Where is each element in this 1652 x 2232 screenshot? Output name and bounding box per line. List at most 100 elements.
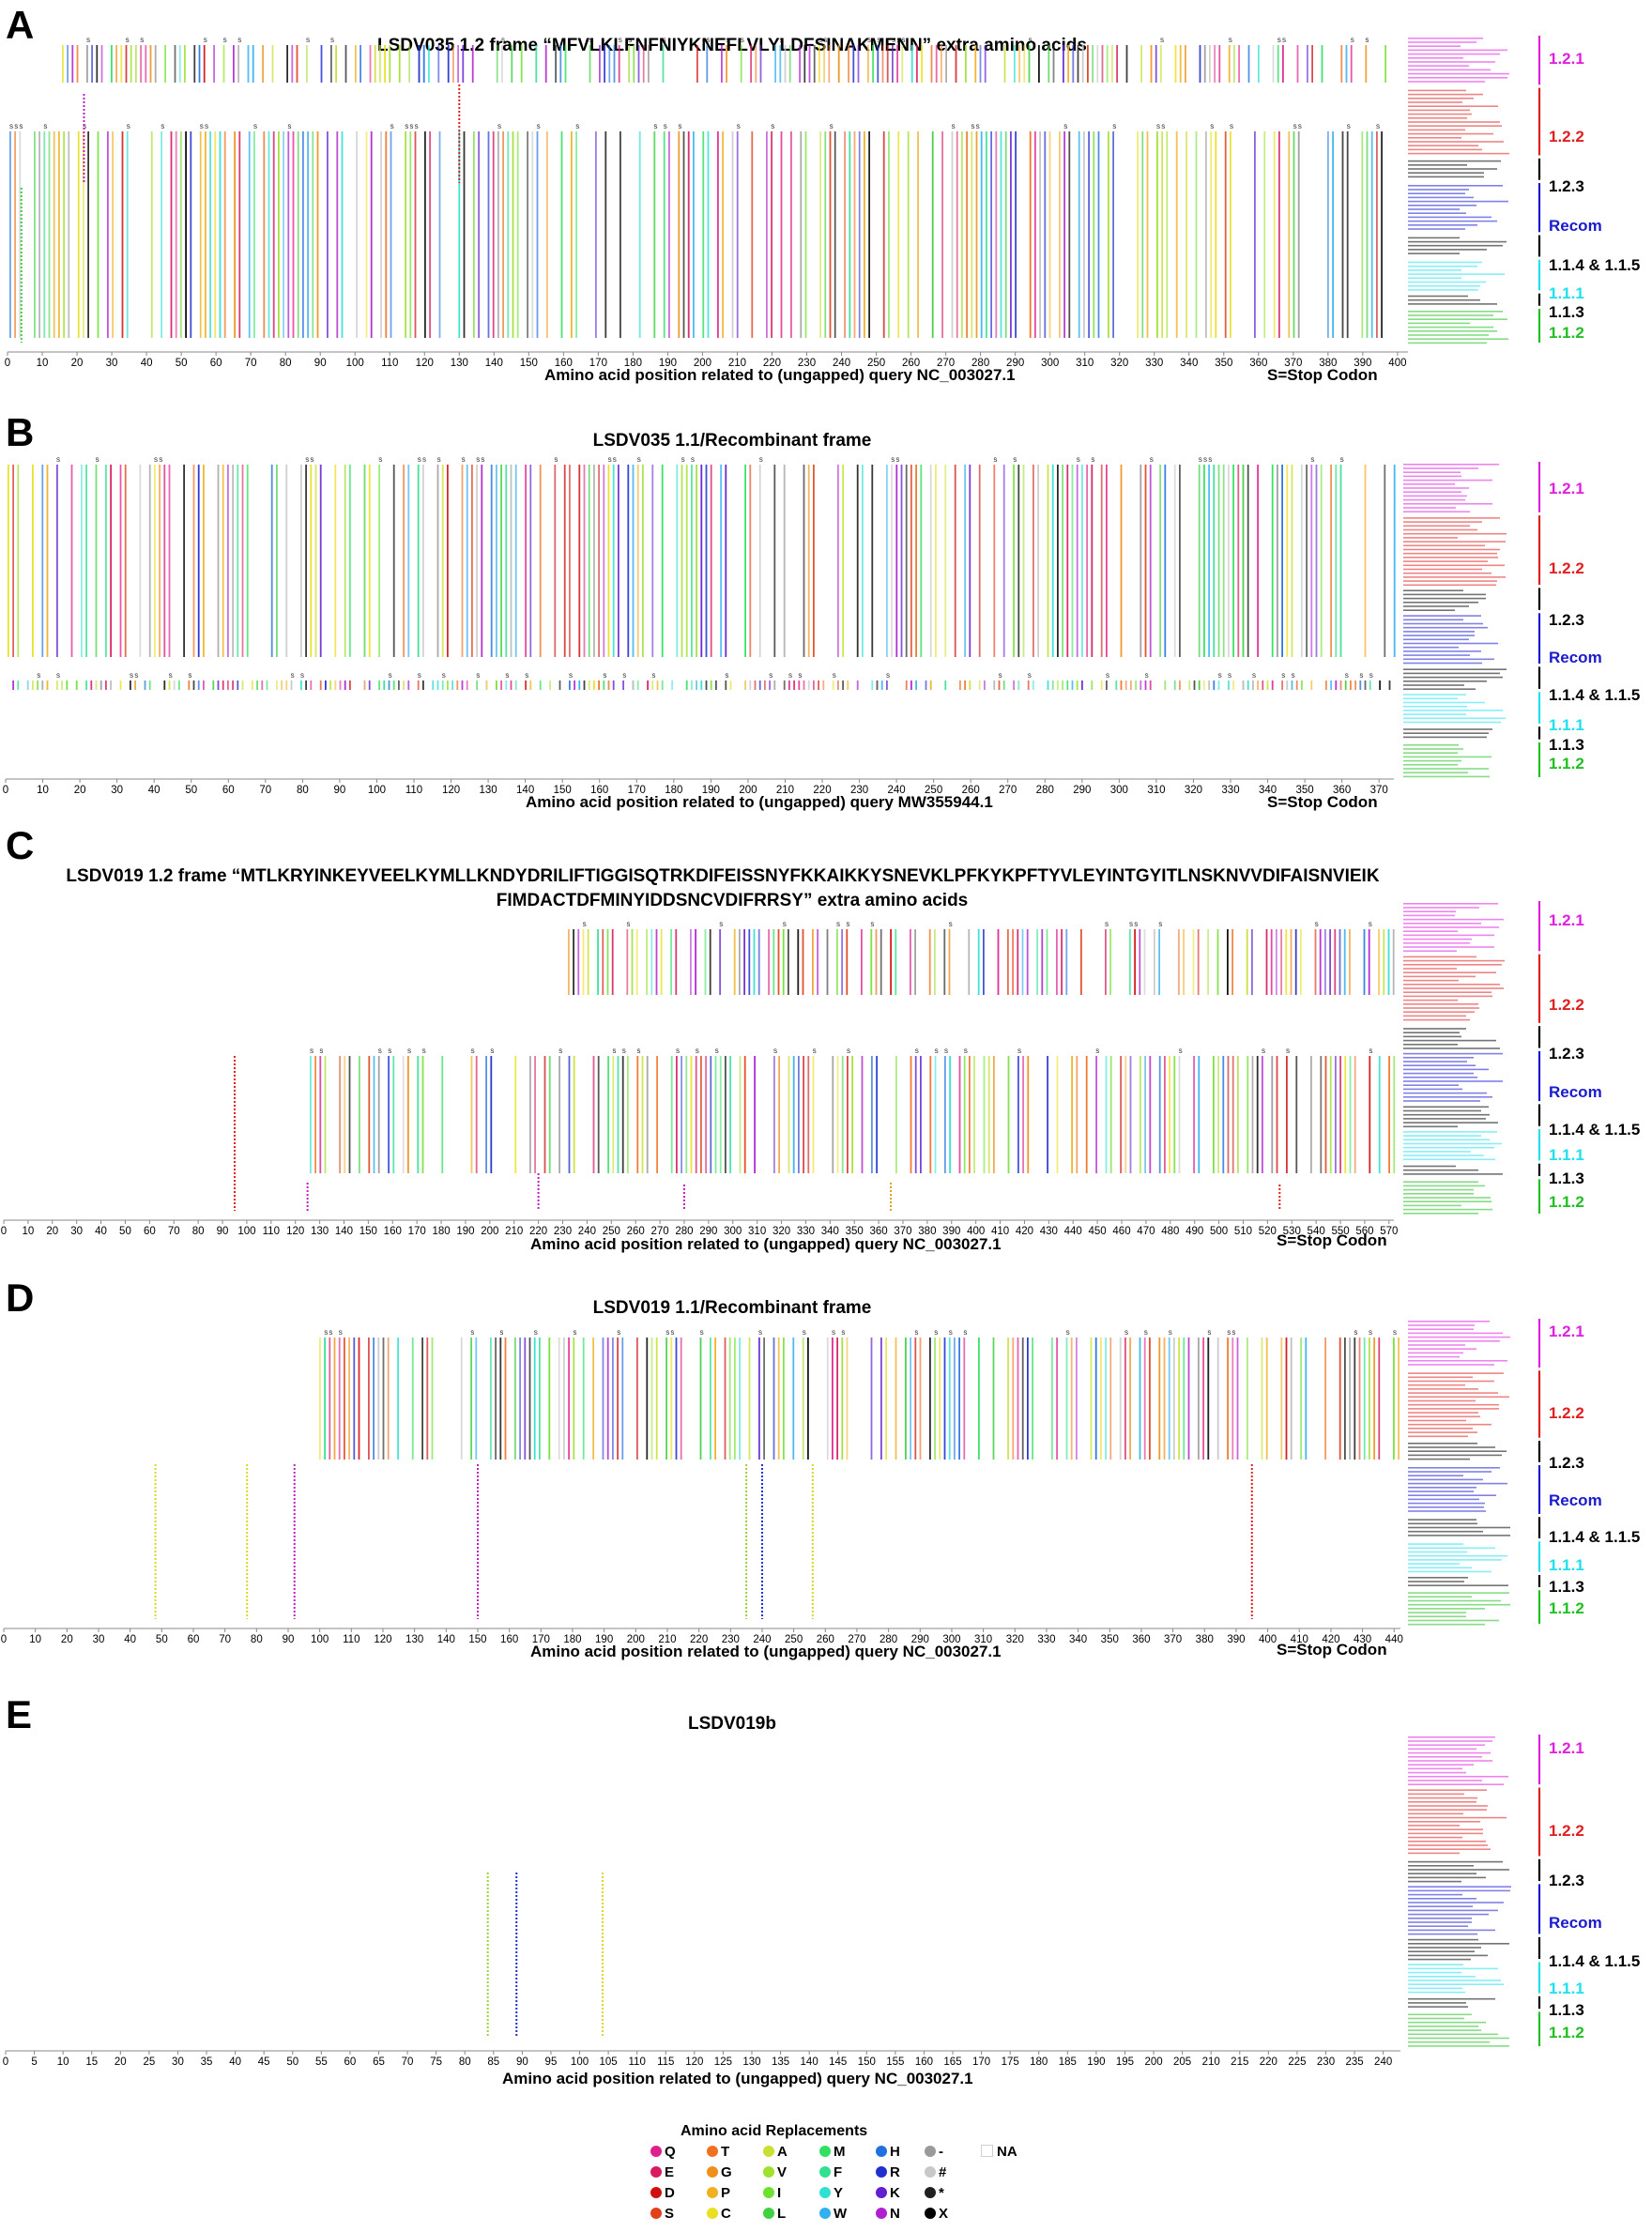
residue-column <box>1230 131 1231 338</box>
legend-symbol: M <box>834 2144 846 2160</box>
residue-column <box>1014 45 1016 83</box>
residue-column <box>1361 131 1364 338</box>
residue-column <box>1032 465 1034 657</box>
residue-column <box>748 1338 751 1460</box>
residue-column <box>1329 929 1331 995</box>
sequence-label-line <box>1408 1494 1496 1496</box>
residue-column <box>651 680 654 690</box>
x-tick-label: 140 <box>485 358 503 369</box>
residue-column <box>1305 1338 1308 1460</box>
residue-column <box>1028 45 1031 83</box>
sequence-label-line <box>1408 2026 1478 2027</box>
residue-column <box>783 1338 785 1460</box>
sequence-label-line <box>1408 1954 1488 1957</box>
residue-column <box>635 929 638 995</box>
residue-column <box>700 465 703 657</box>
residue-column <box>1116 45 1118 83</box>
residue-column <box>1156 131 1158 338</box>
residue-column <box>1100 680 1103 690</box>
residue-column <box>777 1338 780 1460</box>
sequence-label-line <box>1403 744 1459 746</box>
x-tick-label: 300 <box>1041 358 1059 369</box>
residue-column <box>203 680 205 690</box>
stop-marker: S <box>409 125 413 130</box>
x-tick-label: 270 <box>650 1226 668 1237</box>
sequence-label-line <box>1403 1061 1467 1062</box>
residue-column <box>764 680 766 690</box>
sequence-label-line <box>1408 1736 1495 1738</box>
stop-marker: S <box>1230 125 1233 130</box>
x-tick-label: 70 <box>219 1634 231 1645</box>
sequence-label-line <box>1408 1760 1492 1762</box>
residue-column <box>1081 680 1083 690</box>
residue-column <box>1100 1338 1102 1460</box>
residue-column <box>618 465 620 657</box>
sequence-label-line <box>1408 1608 1485 1610</box>
sequence-label-line <box>1403 572 1491 574</box>
residue-column <box>555 45 557 83</box>
residue-column <box>598 680 600 690</box>
residue-column <box>646 929 648 995</box>
panel-a: A LSDV035 1.2 frame “MFVLKLFNFNIYKNEFLVL… <box>0 0 1652 394</box>
residue-column <box>958 1338 960 1460</box>
residue-column <box>729 1056 731 1173</box>
sequence-label-line <box>1408 1909 1498 1912</box>
residue-column <box>1310 680 1313 690</box>
sequence-label-line <box>1403 950 1457 952</box>
residue-column <box>784 45 787 83</box>
residue-column <box>1310 1056 1312 1173</box>
sequence-label-line <box>1408 1321 1490 1322</box>
residue-column <box>475 1338 478 1460</box>
residue-column <box>638 131 641 338</box>
sequence-label-line <box>1403 1015 1466 1017</box>
residue-column <box>1209 45 1211 83</box>
sequence-label-line <box>1408 1599 1501 1602</box>
residue-column <box>774 45 776 83</box>
residue-column <box>1065 929 1068 995</box>
residue-column <box>574 680 575 690</box>
sequence-label-line <box>1403 1151 1471 1153</box>
sequence-label-line <box>1408 1478 1483 1481</box>
residue-column <box>1217 1056 1219 1173</box>
residue-column <box>905 680 908 690</box>
residue-column <box>344 465 346 657</box>
residue-column <box>527 131 528 338</box>
stop-marker: S <box>476 674 480 680</box>
residue-column <box>910 680 912 690</box>
x-axis-label: Amino acid position related to (ungapped… <box>526 793 993 811</box>
residue-column <box>1320 465 1323 657</box>
residue-column <box>813 680 815 690</box>
panel-c: C LSDV019 1.2 frame “MTLKRYINKEYVEELKYML… <box>1 826 1641 1254</box>
residue-column <box>1000 131 1002 338</box>
sequence-label-line <box>1408 1893 1462 1896</box>
legend-item: * <box>925 2185 944 2202</box>
residue-column <box>777 929 780 995</box>
residue-column <box>1321 45 1323 83</box>
residue-column <box>533 1338 536 1460</box>
residue-column <box>184 45 186 83</box>
residue-column <box>668 131 670 338</box>
residue-column <box>310 1056 312 1173</box>
x-tick-label: 210 <box>658 1634 676 1645</box>
sequence-label-line <box>1408 1615 1466 1618</box>
sequence-label-line <box>1408 2029 1481 2031</box>
residue-column <box>1061 929 1063 995</box>
residue-column <box>1199 45 1201 83</box>
residue-column <box>583 465 586 657</box>
x-tick-label: 560 <box>1355 1226 1373 1237</box>
residue-column <box>934 1056 937 1173</box>
residue-column <box>896 45 898 83</box>
residue-column <box>1083 131 1085 338</box>
residue-column <box>931 131 934 338</box>
residue-column <box>222 45 225 83</box>
sequence-label-line <box>1408 1991 1465 1994</box>
residue-column <box>97 131 99 338</box>
residue-column <box>788 1056 790 1173</box>
residue-column <box>841 929 843 995</box>
residue-column <box>392 680 395 690</box>
sequence-label-line <box>1408 2033 1498 2036</box>
clade-label: 1.1.4 & 1.1.5 <box>1549 1121 1640 1139</box>
sequence-label-line <box>1403 1088 1462 1091</box>
residue-column <box>951 131 954 338</box>
residue-column <box>119 680 122 690</box>
